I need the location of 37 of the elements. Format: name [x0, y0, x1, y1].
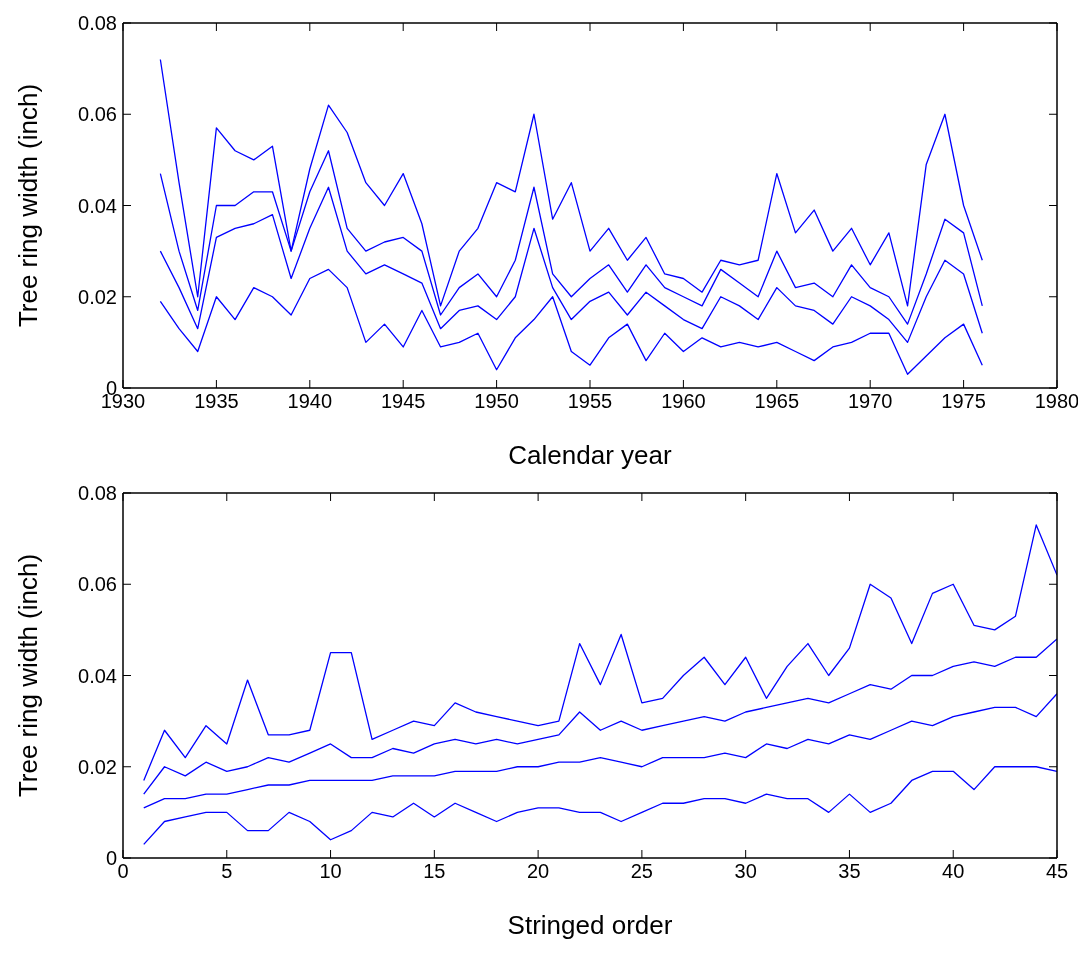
y-axis-title: Tree ring width (inch)	[13, 83, 44, 328]
x-tick-label: 1960	[661, 390, 706, 413]
x-tick-label: 35	[838, 860, 861, 883]
y-tick-label: 0.02	[78, 755, 117, 778]
line-series	[143, 638, 1057, 795]
x-tick-label: 1945	[380, 390, 426, 413]
x-tick-label: 45	[1045, 860, 1069, 883]
x-tick-label: 5	[221, 860, 233, 883]
x-tick-label: 1965	[754, 390, 800, 413]
y-tick-label: 0.04	[78, 664, 117, 687]
y-axis-title: Tree ring width (inch)	[13, 553, 44, 798]
x-axis-title: Stringed order	[507, 910, 673, 940]
x-tick-label: 25	[630, 860, 654, 883]
x-tick-label: 1935	[194, 390, 239, 413]
line-series	[143, 693, 1057, 809]
y-tick-label: 0.06	[78, 573, 117, 596]
line-series	[143, 766, 1057, 845]
y-tick-label: 0.04	[78, 194, 117, 217]
x-tick-label: 30	[734, 860, 757, 883]
line-series	[159, 186, 983, 344]
x-axis-title: Calendar year	[508, 440, 672, 470]
y-tick-label: 0.02	[78, 285, 117, 308]
x-tick-label: 1940	[287, 390, 333, 413]
x-tick-label: 1950	[474, 390, 519, 413]
x-tick-label: 20	[526, 860, 550, 883]
y-tick-label: 0.08	[78, 12, 117, 35]
line-series	[143, 524, 1057, 782]
y-tick-label: 0.08	[78, 482, 117, 505]
x-tick-label: 1975	[941, 390, 986, 413]
y-tick-label: 0.06	[78, 103, 117, 126]
x-tick-label: 40	[942, 860, 965, 883]
x-tick-label: 1980	[1034, 390, 1080, 413]
x-tick-label: 1970	[847, 390, 893, 413]
x-tick-label: 1955	[567, 390, 613, 413]
x-tick-label: 10	[319, 860, 342, 883]
x-tick-label: 15	[423, 860, 446, 883]
line-series	[159, 268, 983, 375]
